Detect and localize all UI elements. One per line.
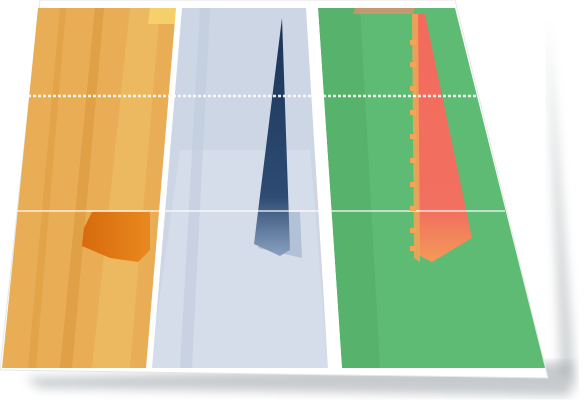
panel-green-accent [414, 14, 472, 262]
panel-green [318, 8, 545, 368]
accent-edge-tick [410, 246, 416, 251]
accent-edge-tick [410, 182, 416, 187]
accent-edge-tick [410, 134, 416, 139]
accent-edge-tick [410, 86, 416, 91]
separator-2 [306, 8, 342, 368]
panel-orange-accent [82, 212, 150, 262]
accent-edge-tick [410, 62, 416, 67]
panel-orange [2, 8, 178, 368]
accent-edge-tick [410, 110, 416, 115]
panel-green-band [318, 8, 380, 368]
accent-edge-tick [410, 228, 416, 233]
accent-edge-tick [410, 158, 416, 163]
accent-edge-tick [410, 206, 416, 211]
panel-orange-stripe [60, 8, 104, 368]
panel-blue-gray [148, 8, 328, 368]
panel-orange-stripe [28, 8, 66, 368]
panel-blue-gray-stripe [180, 8, 210, 368]
panel-orange-light-band [92, 8, 160, 368]
panel-blue-gray-light-band [150, 150, 328, 368]
paper-shadow-right [548, 20, 576, 392]
panel-green-top-flecks [353, 8, 415, 14]
panel-orange-top-highlight [148, 8, 178, 24]
separator-1 [146, 8, 182, 368]
accent-edge-tick [410, 40, 416, 45]
panel-blue-gray-accent [254, 18, 290, 256]
